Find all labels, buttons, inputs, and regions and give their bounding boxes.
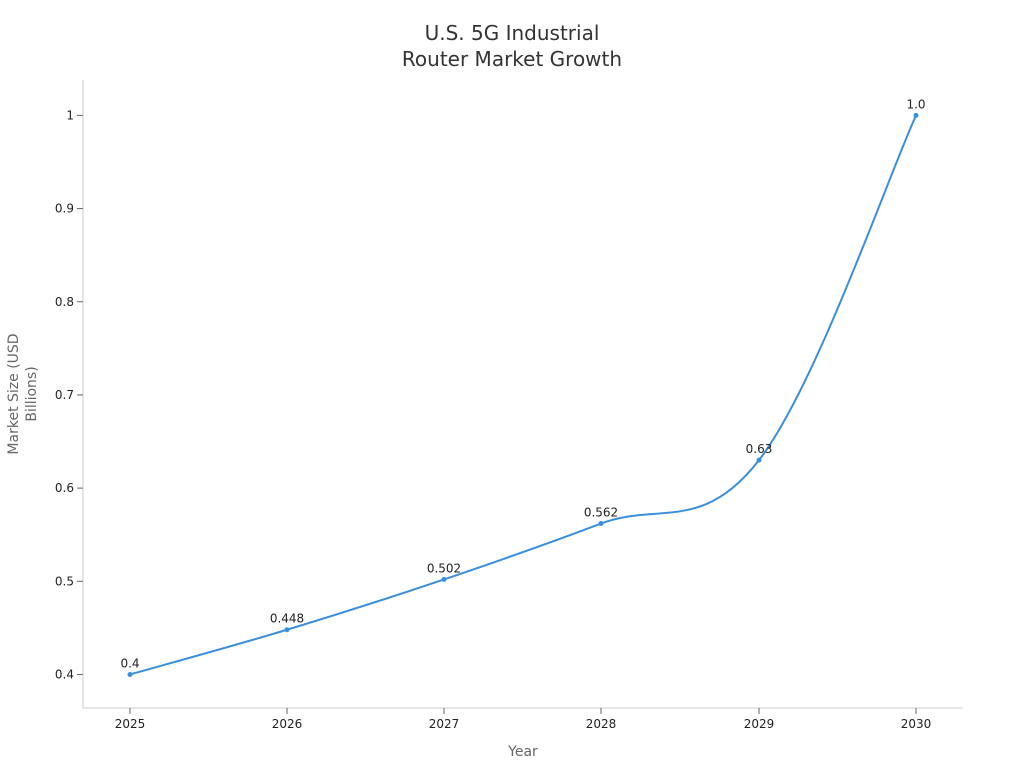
y-tick-label: 0.8 [55,295,74,309]
y-axis-title-line-1: Market Size (USD [6,333,22,454]
y-axis-title-group: Market Size (USD Billions) [6,333,40,454]
data-label: 0.502 [427,561,461,575]
x-tick-label: 2030 [901,717,932,731]
series-layer: 0.4 0.448 0.502 0.562 0.63 1.0 [120,97,926,677]
chart-axes [82,80,963,709]
y-tick-label: 0.9 [55,202,74,216]
y-tick-label: 0.7 [55,388,74,402]
data-point [913,112,919,118]
y-tick-label: 0.5 [55,574,74,588]
chart-title-line-2: Router Market Growth [402,47,622,71]
chart-title-line-1: U.S. 5G Industrial [425,21,600,45]
data-point [756,457,762,463]
y-tick-label: 1 [66,108,74,122]
x-axis-ticks: 2025 2026 2027 2028 2029 2030 [115,708,932,731]
x-axis-title: Year [507,744,538,760]
data-label: 0.4 [120,656,139,670]
x-tick-label: 2029 [744,717,775,731]
data-point [598,521,604,527]
x-tick-label: 2027 [429,717,460,731]
data-point [284,627,290,633]
data-label: 0.448 [270,612,304,626]
y-tick-label: 0.4 [55,667,74,681]
data-label: 1.0 [906,97,925,111]
series-line [129,114,917,676]
data-label: 0.562 [584,506,618,520]
data-label: 0.63 [746,442,773,456]
data-point [127,671,133,677]
y-axis-ticks: 0.4 0.5 0.6 0.7 0.8 0.9 1 [55,108,83,681]
x-tick-label: 2026 [272,717,303,731]
y-axis-title-line-2: Billions) [24,366,40,421]
x-tick-label: 2025 [115,717,146,731]
y-tick-label: 0.6 [55,481,74,495]
x-tick-label: 2028 [586,717,617,731]
data-point [441,576,447,582]
